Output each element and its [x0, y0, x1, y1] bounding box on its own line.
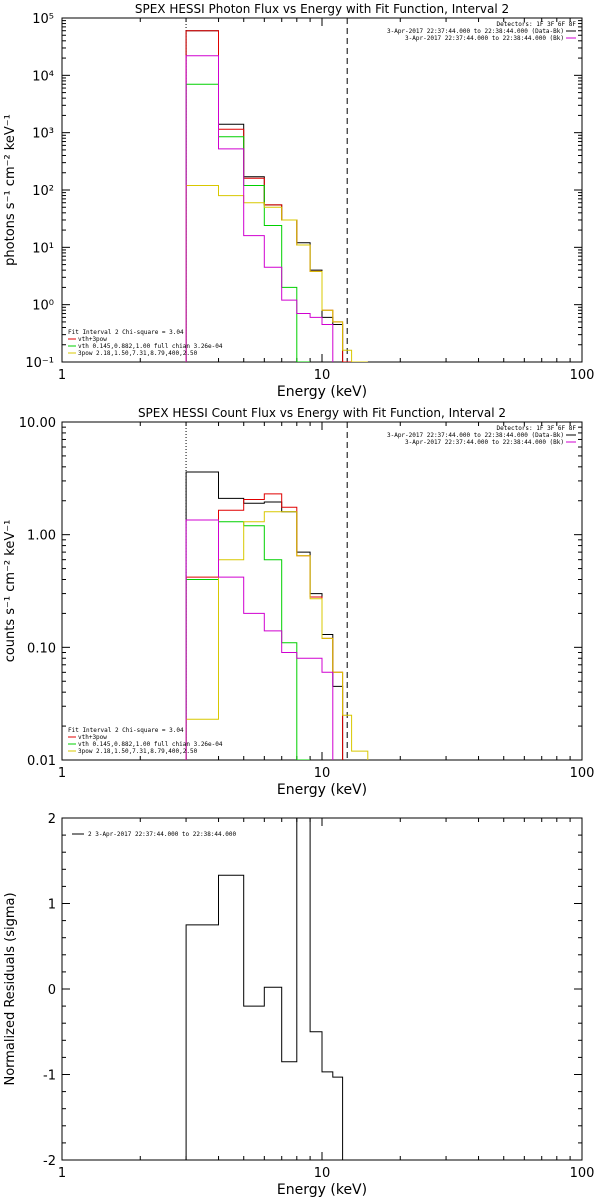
y-tick-label: 0.01	[27, 754, 56, 769]
header-line: 3-Apr-2017 22:37:44.000 to 22:38:44.000 …	[387, 28, 564, 35]
y-tick-label: 0.10	[27, 641, 56, 656]
legend-item: Fit Interval 2 Chi-square = 3.04	[68, 329, 184, 336]
series-vth	[185, 521, 311, 760]
y-tick-label: -1	[43, 1069, 56, 1084]
header-line: Detectors: 1F 3F 6F 8F	[497, 21, 577, 28]
series-vth	[185, 83, 311, 362]
y-tick-label: 10⁴	[32, 69, 54, 84]
y-tick-label: 10⁻¹	[25, 356, 54, 371]
plot-frame	[61, 817, 583, 1161]
legend-item: 3pow 2.18,1.50,7.31,8.79,400,2.50	[78, 350, 198, 357]
y-tick-label: 10²	[32, 184, 54, 199]
x-axis-label: Energy (keV)	[277, 1182, 367, 1198]
y-axis-label: photons s⁻¹ cm⁻² keV⁻¹	[3, 114, 18, 266]
series-vth-3pow	[185, 30, 368, 362]
x-axis-label: Energy (keV)	[277, 384, 367, 400]
y-tick-label: 10⁵	[32, 12, 54, 27]
y-tick-label: 2	[48, 812, 56, 827]
y-tick-label: 10³	[32, 127, 54, 142]
x-tick-label: 10	[314, 368, 331, 383]
chart-panel-1	[61, 17, 583, 363]
x-tick-label: 1	[58, 368, 66, 383]
legend-item: 2 3-Apr-2017 22:37:44.000 to 22:38:44.00…	[88, 831, 236, 838]
y-tick-label: 1.00	[27, 529, 56, 544]
x-tick-label: 10	[314, 766, 331, 781]
header-line: Detectors: 1F 3F 6F 8F	[497, 425, 577, 432]
header-line: 3-Apr-2017 22:37:44.000 to 22:38:44.000 …	[387, 432, 564, 439]
chart-title: SPEX HESSI Count Flux vs Energy with Fit…	[138, 406, 506, 420]
x-tick-label: 100	[570, 766, 595, 781]
chart-panel-3	[61, 817, 583, 1161]
x-tick-label: 10	[314, 1166, 331, 1181]
y-tick-label: -2	[43, 1154, 56, 1169]
x-tick-label: 1	[58, 766, 66, 781]
x-tick-label: 100	[570, 368, 595, 383]
legend-item: vth+3pow	[78, 336, 107, 343]
x-tick-label: 100	[570, 1166, 595, 1181]
x-tick-label: 1	[58, 1166, 66, 1181]
legend-item: Fit Interval 2 Chi-square = 3.04	[68, 727, 184, 734]
series-3pow	[185, 511, 369, 760]
series-bk	[185, 519, 334, 760]
legend-item: vth+3pow	[78, 734, 107, 741]
legend-item: 3pow 2.18,1.50,7.31,8.79,400,2.50	[78, 748, 198, 755]
legend-item: vth 0.145,0.882,1.00 full chian 3.26e-04	[78, 741, 223, 748]
header-line: 3-Apr-2017 22:37:44.000 to 22:38:44.000 …	[405, 439, 564, 446]
y-axis-label: Normalized Residuals (sigma)	[3, 892, 18, 1085]
chart-title: SPEX HESSI Photon Flux vs Energy with Fi…	[135, 2, 509, 16]
y-tick-label: 1	[48, 898, 56, 913]
y-axis-label: counts s⁻¹ cm⁻² keV⁻¹	[3, 520, 18, 663]
legend-item: vth 0.145,0.882,1.00 full chian 3.26e-04	[78, 343, 223, 350]
series-2-3-apr-2017-22-37-44-000-to-22-38-44-000	[185, 818, 344, 1160]
y-tick-label: 0	[48, 983, 56, 998]
series-bk	[185, 55, 334, 362]
plot-frame	[61, 421, 583, 761]
y-tick-label: 10.00	[19, 416, 56, 431]
chart-panel-2	[61, 421, 583, 761]
y-tick-label: 10⁰	[32, 299, 54, 314]
x-axis-label: Energy (keV)	[277, 782, 367, 798]
header-line: 3-Apr-2017 22:37:44.000 to 22:38:44.000 …	[405, 35, 564, 42]
y-tick-label: 10¹	[32, 241, 54, 256]
series-3pow	[185, 185, 368, 362]
